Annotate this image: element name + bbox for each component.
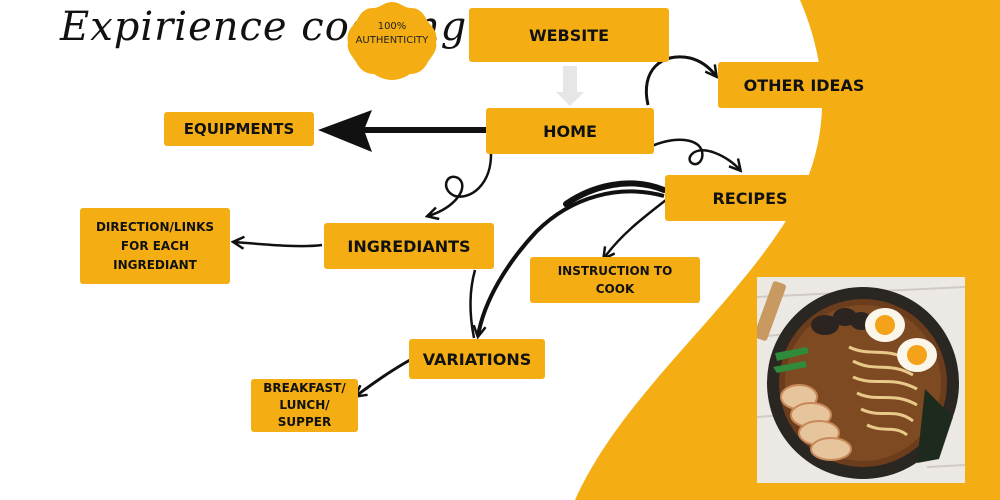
arrowhead-equipments [318,110,372,152]
arrow-recipes-to-variations [478,189,665,337]
arrow-home-to-recipes [651,138,740,170]
node-meals: BREAKFAST/ LUNCH/ SUPPER [251,379,358,432]
arrow-website-to-home [556,66,584,106]
arrow-ingredients-to-directions [234,242,323,246]
arrow-recipes-to-variations-brush [563,180,667,207]
badge-line-2: AUTHENTICITY [355,35,429,46]
arrow-recipes-to-instruction [604,199,667,258]
node-home: HOME [486,108,654,154]
ramen-illustration [757,277,965,483]
node-directions: DIRECTION/LINKS FOR EACH INGREDIANT [80,208,230,284]
node-website: WEBSITE [469,8,669,62]
badge-line-1: 100% [377,21,407,32]
node-recipes: RECIPES [665,175,835,221]
arrow-variations-to-meals [356,358,411,396]
node-other-ideas: OTHER IDEAS [718,62,890,108]
node-ingredients: INGREDIANTS [324,223,494,269]
node-equipments: EQUIPMENTS [164,112,314,146]
arrow-home-to-other-ideas [644,55,716,106]
ramen-bowl-photo [757,277,965,483]
node-instruction: INSTRUCTION TO COOK [530,257,700,303]
authenticity-badge [347,2,437,80]
badge-text: 100% AUTHENTICITY [344,20,440,48]
arrow-ingredients-to-variations [469,269,477,339]
arrow-home-to-ingredients [428,151,493,216]
node-variations: VARIATIONS [409,339,545,379]
